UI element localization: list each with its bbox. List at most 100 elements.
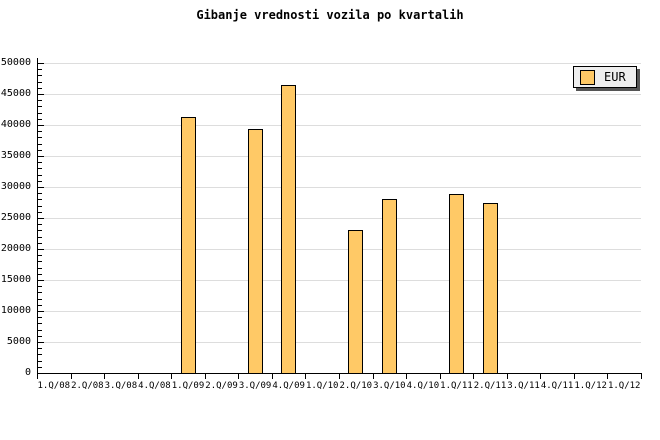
bar-2.Q/11	[482, 202, 498, 373]
gridline-5000	[37, 342, 641, 343]
chart-title: Gibanje vrednosti vozila po kvartalih	[196, 8, 464, 22]
x-axis-label: 1.Q/08	[37, 381, 71, 391]
y-minor-tick	[38, 261, 42, 263]
x-axis-label: 3.Q/09	[238, 381, 272, 391]
y-tick-label: 5000	[6, 336, 31, 347]
y-minor-tick	[38, 174, 42, 176]
x-tick	[607, 374, 609, 379]
y-tick-label: 40000	[0, 119, 31, 130]
x-axis-label: 1.Q/09	[171, 381, 205, 391]
y-minor-tick	[38, 255, 42, 257]
x-tick	[506, 374, 508, 379]
x-axis-label: 4.Q/09	[272, 381, 305, 391]
x-axis-label: 2.Q/08	[71, 381, 104, 391]
y-minor-tick	[38, 199, 42, 201]
y-minor-tick	[38, 112, 42, 114]
y-tick-label: 30000	[0, 181, 31, 192]
x-axis-label: 1.Q/12	[574, 381, 607, 391]
y-minor-tick	[38, 137, 42, 139]
y-tick-label: 50000	[0, 57, 31, 68]
y-tick-label: 35000	[0, 150, 31, 161]
y-minor-tick	[38, 348, 42, 350]
y-minor-tick	[38, 292, 42, 294]
legend-label: EUR	[604, 69, 626, 84]
y-major-tick	[38, 280, 44, 281]
y-minor-tick	[38, 162, 42, 164]
y-tick-label: 0	[24, 367, 31, 378]
x-tick	[473, 374, 475, 379]
x-tick	[339, 374, 340, 379]
x-axis-label: 2.Q/10	[339, 381, 373, 391]
y-minor-tick	[38, 205, 42, 207]
bar-3.Q/09	[247, 128, 263, 373]
x-tick	[271, 374, 273, 379]
y-minor-tick	[38, 323, 42, 325]
y-minor-tick	[38, 75, 42, 77]
y-minor-tick	[38, 81, 42, 83]
gridline-15000	[37, 280, 641, 281]
gridline-10000	[37, 311, 641, 312]
y-minor-tick	[38, 286, 42, 288]
legend: EUR	[573, 66, 637, 88]
x-axis-label: 2.Q/11	[473, 381, 507, 391]
y-minor-tick	[38, 224, 42, 226]
y-tick-label: 10000	[0, 305, 31, 316]
y-minor-tick	[38, 317, 42, 319]
y-minor-tick	[38, 193, 42, 195]
y-major-tick	[38, 187, 44, 188]
y-minor-tick	[38, 360, 42, 362]
x-tick	[540, 374, 542, 379]
y-minor-tick	[38, 242, 42, 244]
y-tick-label: 20000	[0, 243, 31, 254]
x-axis-label: 2.Q/09	[205, 381, 238, 391]
y-minor-tick	[38, 335, 42, 337]
x-axis-label: 3.Q/08	[104, 381, 138, 391]
y-minor-tick	[38, 118, 42, 120]
y-major-tick	[38, 249, 44, 250]
gridline-20000	[37, 249, 641, 250]
x-tick	[305, 374, 307, 379]
y-minor-tick	[38, 211, 42, 213]
x-tick	[439, 374, 441, 379]
x-axis-label: 1.Q/11	[440, 381, 473, 391]
y-minor-tick	[38, 149, 42, 151]
x-tick	[238, 374, 240, 379]
y-axis-line	[37, 58, 38, 374]
y-minor-tick	[38, 273, 42, 275]
y-minor-tick	[38, 298, 42, 300]
gridline-35000	[37, 156, 641, 157]
y-tick-label: 45000	[0, 88, 31, 99]
y-tick-label: 25000	[0, 212, 31, 223]
y-major-tick	[38, 156, 44, 157]
x-axis-label: 1.Q/12	[607, 381, 641, 391]
y-minor-tick	[38, 168, 42, 170]
gridline-50000	[37, 63, 641, 64]
x-axis-label: 3.Q/11	[507, 381, 540, 391]
x-tick	[137, 374, 139, 379]
x-tick	[573, 374, 575, 379]
gridline-45000	[37, 94, 641, 95]
x-tick	[171, 374, 173, 379]
bar-3.Q/10	[381, 199, 397, 373]
gridline-25000	[37, 218, 641, 219]
y-major-tick	[38, 125, 44, 126]
y-major-tick	[38, 63, 44, 64]
x-axis-label: 4.Q/11	[540, 381, 574, 391]
x-tick	[406, 374, 408, 379]
y-minor-tick	[38, 87, 42, 89]
y-minor-tick	[38, 100, 42, 102]
x-axis-line	[37, 373, 642, 374]
gridline-40000	[37, 125, 641, 126]
x-axis-label: 4.Q/08	[138, 381, 171, 391]
bar-4.Q/09	[281, 84, 297, 373]
y-minor-tick	[38, 354, 42, 356]
x-tick	[70, 374, 72, 379]
y-minor-tick	[38, 304, 42, 306]
x-tick	[37, 374, 38, 379]
y-minor-tick	[38, 131, 42, 133]
y-minor-tick	[38, 230, 42, 232]
y-tick-label: 15000	[0, 274, 31, 285]
y-minor-tick	[38, 236, 42, 238]
